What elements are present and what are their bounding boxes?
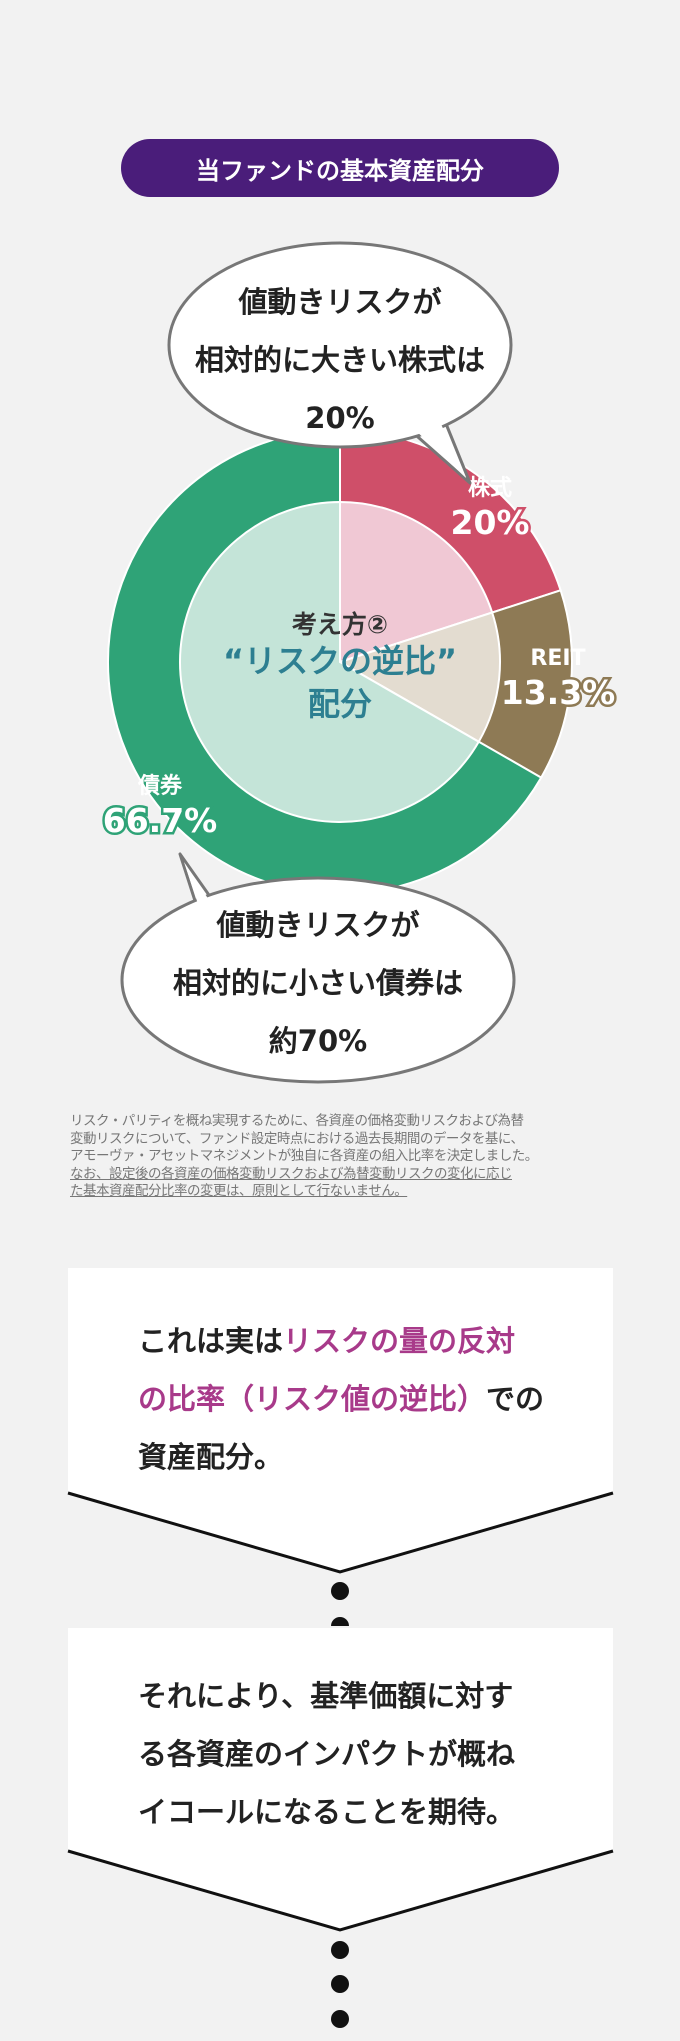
note-line: アモーヴァ・アセットマネジメントが独自に各資産の組入比率を決定しました。 xyxy=(70,1148,538,1164)
pie-slice-inner-bonds xyxy=(179,500,481,823)
bubble-bottom-line3: 約70% xyxy=(269,1024,367,1058)
card-2-background xyxy=(67,1628,614,1932)
connector-dot xyxy=(331,2010,349,2028)
slice-label-name-reit: REIT xyxy=(530,646,585,671)
note-line: 変動リスクについて、ファンド設定時点における過去長期間のデータを基に、 xyxy=(70,1130,524,1147)
connector-dot xyxy=(331,1617,349,1626)
slice-label-name-stocks: 株式 xyxy=(468,476,512,501)
methodology-note: リスク・パリティを概ね実現するために、各資産の価格変動リスクおよび為替 変動リス… xyxy=(70,1113,610,1201)
card-2-text: それにより、基準価額に対す る各資産のインパクトが概ね イコールになることを期待… xyxy=(138,1667,558,1841)
inner-label-line1: 考え方② xyxy=(292,610,388,639)
card-1-text: これは実はリスクの量の反対 の比率（リスク値の逆比）での 資産配分。 xyxy=(138,1312,558,1486)
slice-label-value-reit: 13.3% xyxy=(501,673,616,712)
bubble-top-line2: 相対的に大きい株式は xyxy=(195,343,485,377)
connector-dot xyxy=(331,1582,349,1600)
card-1-text-plain: 資産配分。 xyxy=(138,1440,284,1474)
note-line-underlined: た基本資産配分比率の変更は、原則として行ないません。 xyxy=(70,1183,408,1199)
connector-dot xyxy=(331,1975,349,1993)
bubble-top-line1: 値動きリスクが xyxy=(237,285,441,319)
card-1-text-highlight: リスクの量の反対 xyxy=(283,1324,516,1358)
note-line-underlined: なお、設定後の各資産の価格変動リスクおよび為替変動リスクの変化に応じ xyxy=(70,1165,513,1182)
card-1-text-plain: での xyxy=(486,1382,545,1416)
card-2-text-line: イコールになることを期待。 xyxy=(138,1795,516,1829)
speech-bubble-top: 値動きリスクが 相対的に大きい株式は 20% xyxy=(167,241,513,485)
card-1-text-plain: これは実は xyxy=(138,1324,284,1358)
slice-label-name-bonds: 債券 xyxy=(137,773,183,799)
allocation-title: 当ファンドの基本資産配分 xyxy=(121,139,559,197)
slice-label-value-bonds: 66.7% xyxy=(103,801,218,840)
card-2-text-line: それにより、基準価額に対す xyxy=(138,1679,514,1713)
inner-label-line2: “リスクの逆比” xyxy=(223,642,457,680)
pie-slice-inner-stocks xyxy=(339,500,494,664)
card-2-text-line: る各資産のインパクトが概ね xyxy=(138,1737,516,1771)
slice-label-value-stocks: 20% xyxy=(451,503,530,542)
connector-dot xyxy=(331,1941,349,1959)
bubble-bottom-line1: 値動きリスクが xyxy=(215,908,419,942)
pie-slice-inner-reit xyxy=(337,611,501,744)
bubble-bottom-line2: 相対的に小さい債券は xyxy=(173,966,463,1000)
inner-label-line3: 配分 xyxy=(308,685,372,723)
card-1-text-highlight: の比率（リスク値の逆比） xyxy=(138,1382,487,1416)
speech-bubble-bottom: 値動きリスクが 相対的に小さい債券は 約70% xyxy=(120,852,516,1084)
card-1-background xyxy=(67,1268,614,1574)
note-line: リスク・パリティを概ね実現するために、各資産の価格変動リスクおよび為替 xyxy=(70,1113,524,1129)
bubble-top-line3: 20% xyxy=(305,401,374,435)
